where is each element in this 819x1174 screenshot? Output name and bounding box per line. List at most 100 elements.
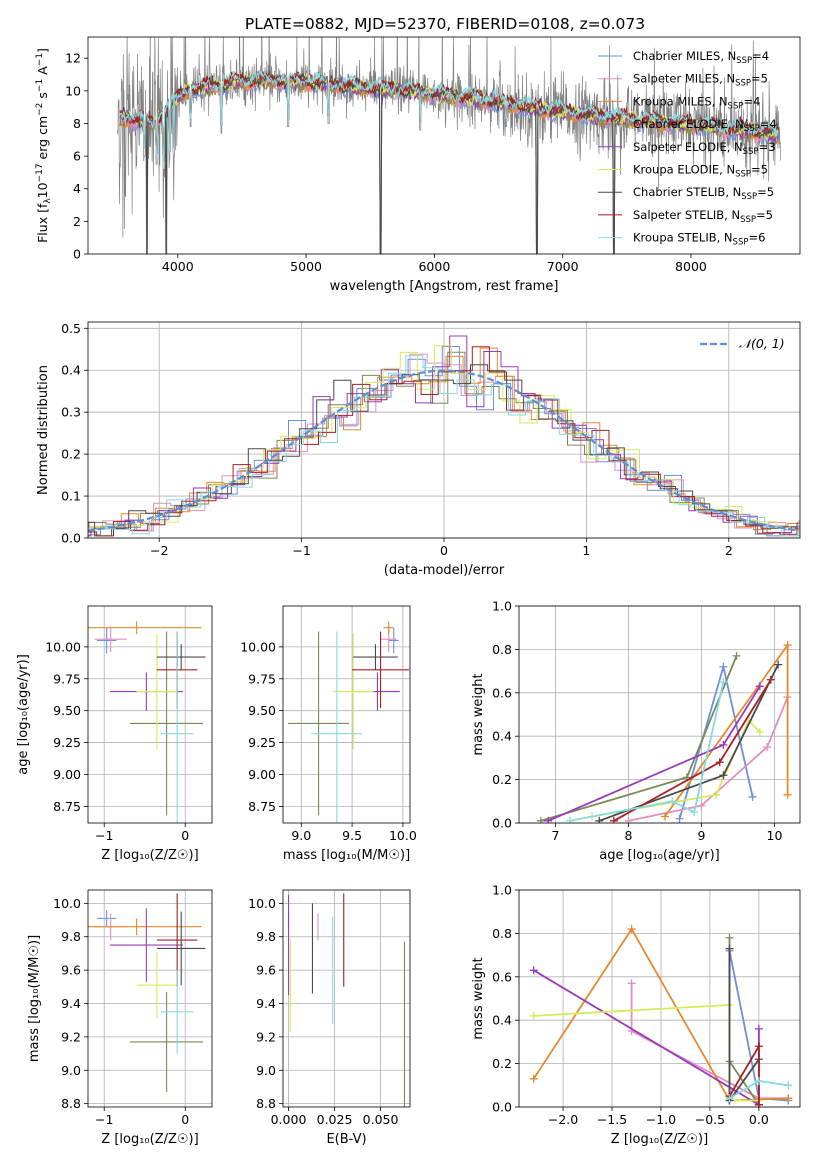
age-vs-Z-ytick-label: 9.25	[53, 735, 81, 750]
residuals-xtick-label: 1	[582, 543, 590, 558]
weight-vs-Z-line-salpeter-elodie	[534, 970, 759, 1105]
age-vs-mass-frame	[283, 606, 410, 823]
weight-vs-Z-marker-salpeter-stelib	[755, 1042, 763, 1050]
weight-vs-age-marker-chabrier-miles	[749, 793, 757, 801]
weight-vs-age-ytick-label: 0.6	[492, 685, 512, 700]
residuals-ytick-label: 0.0	[61, 531, 81, 546]
mass-vs-ebv-errorbars	[289, 893, 405, 1142]
weight-vs-Z-line-kroupa-elodie	[534, 1005, 759, 1101]
age-vs-mass-ytick-label: 9.00	[248, 767, 276, 782]
age-vs-mass-ytick-label: 9.75	[248, 671, 276, 686]
residuals-legend-label: 𝒩(0, 1)	[739, 336, 785, 351]
age-vs-mass-xtick-label: 9.5	[342, 828, 362, 843]
mass-vs-Z-ytick-label: 9.6	[61, 963, 81, 978]
weight-vs-age-line-kroupa-stelib	[570, 682, 723, 821]
age-vs-mass-xtick-label: 9.0	[291, 828, 311, 843]
mass-vs-Z-xlabel: Z [log₁₀(Z/Z☉)]	[101, 1132, 198, 1147]
weight-vs-Z-marker-chabrier-elodie	[726, 934, 734, 942]
figure-title: PLATE=0882, MJD=52370, FIBERID=0108, z=0…	[245, 15, 645, 33]
mass-vs-Z-ytick-label: 9.8	[61, 929, 81, 944]
residuals-xlabel: (data-model)/error	[384, 563, 505, 578]
spectrum-xtick-label: 6000	[418, 259, 450, 274]
mass-vs-Z-ytick-label: 8.8	[61, 1096, 81, 1111]
weight-vs-age-marker-chabrier-miles	[719, 663, 727, 671]
mass-vs-ebv-frame	[283, 890, 410, 1107]
weight-vs-Z-marker-salpeter-elodie	[755, 1025, 763, 1033]
mass-vs-ebv-ytick-label: 8.8	[256, 1096, 276, 1111]
mass-vs-Z-ytick-label: 9.0	[61, 1063, 81, 1078]
spectrum-xlabel: wavelength [Angstrom, rest frame]	[330, 279, 559, 294]
residuals-xtick-label: −1	[292, 543, 310, 558]
weight-vs-age-xtick-label: 9	[697, 828, 705, 843]
spectrum-xtick-label: 4000	[162, 259, 194, 274]
mass-vs-ebv-ytick-label: 10.0	[248, 896, 276, 911]
spectrum-ytick-label: 2	[73, 214, 81, 229]
weight-vs-Z-marker-kroupa-elodie	[530, 1012, 538, 1020]
legend-label-salpeter-stelib: Salpeter STELIB, NSSP=5	[633, 208, 773, 225]
weight-vs-Z-xtick-label: 0.0	[749, 1112, 769, 1127]
residuals-histograms	[66, 336, 819, 538]
spectrum-ytick-label: 0	[73, 247, 81, 262]
age-vs-mass-ytick-label: 10.00	[240, 639, 276, 654]
mass-vs-Z-ylabel: mass [log₁₀(M/M☉)]	[27, 935, 42, 1062]
age-vs-Z-xtick-label: −1	[95, 828, 113, 843]
age-vs-mass-xtick-label: 10.0	[389, 828, 417, 843]
spectrum-xtick-label: 8000	[675, 259, 707, 274]
weight-vs-Z-marker-kroupa-stelib	[784, 1081, 792, 1089]
weight-vs-Z-marker-salpeter-miles	[628, 979, 636, 987]
residuals-hist-salpeter-stelib	[79, 347, 819, 538]
weight-vs-age-xtick-label: 8	[625, 828, 633, 843]
residuals-ytick-label: 0.2	[61, 447, 81, 462]
age-vs-Z-ytick-label: 8.75	[53, 799, 81, 814]
spectrum-ytick-label: 12	[65, 51, 81, 66]
weight-vs-age-marker-salpeter-stelib	[610, 817, 618, 825]
mass-vs-Z-xtick-label: 0	[181, 1112, 189, 1127]
age-vs-Z-ytick-label: 9.50	[53, 703, 81, 718]
spectrum-ylabel: Flux [fλ10−17 erg cm−2 s−1 A−1]	[35, 48, 53, 243]
mass-vs-ebv-xtick-label: 0.050	[363, 1112, 399, 1127]
weight-vs-Z-xtick-label: −1.5	[597, 1112, 627, 1127]
mass-vs-ebv-ytick-label: 9.2	[256, 1029, 276, 1044]
mass-vs-Z-xtick-label: −1	[95, 1112, 113, 1127]
mass-vs-Z-ytick-label: 10.0	[53, 896, 81, 911]
spectrum-ytick-label: 8	[73, 116, 81, 131]
weight-vs-age-marker-kroupa-elodie	[712, 791, 720, 799]
weight-vs-Z-ytick-label: 1.0	[492, 883, 512, 898]
mass-vs-ebv-ytick-label: 9.8	[256, 929, 276, 944]
weight-vs-Z-ytick-label: 0.6	[492, 969, 512, 984]
weight-vs-Z-xtick-label: −0.5	[695, 1112, 725, 1127]
weight-vs-age-xtick-label: 7	[552, 828, 560, 843]
weight-vs-age-ytick-label: 0.4	[492, 729, 512, 744]
weight-vs-age-xlabel: age [log₁₀(age/yr)]	[599, 848, 720, 863]
weight-vs-age-marker-kroupa-stelib	[566, 817, 574, 825]
weight-vs-Z-xtick-label: −2.0	[548, 1112, 578, 1127]
weight-vs-Z-ylabel: mass weight	[471, 957, 486, 1039]
weight-vs-age-marker-kroupa-miles	[784, 791, 792, 799]
residuals-ytick-label: 0.3	[61, 405, 81, 420]
weight-vs-age-ytick-label: 0.0	[492, 816, 512, 831]
mass-vs-ebv-xlabel: E(B-V)	[326, 1132, 366, 1147]
weight-vs-age-xtick-label: 10	[767, 828, 783, 843]
weight-vs-Z-xlabel: Z [log₁₀(Z/Z☉)]	[611, 1132, 708, 1147]
age-vs-mass-xlabel: mass [log₁₀(M/M☉)]	[283, 848, 410, 863]
residuals-ylabel: Normed distribution	[36, 365, 51, 495]
spectrum-xtick-label: 5000	[290, 259, 322, 274]
age-vs-Z-xlabel: Z [log₁₀(Z/Z☉)]	[101, 848, 198, 863]
weight-vs-Z-ytick-label: 0.8	[492, 926, 512, 941]
residuals-xtick-label: −2	[150, 543, 168, 558]
legend-label-kroupa-stelib: Kroupa STELIB, NSSP=6	[633, 231, 765, 248]
residuals-xtick-label: 2	[725, 543, 733, 558]
age-vs-Z-ytick-label: 10.00	[45, 639, 81, 654]
mass-vs-ebv-ytick-label: 9.0	[256, 1063, 276, 1078]
spectrum-ytick-label: 10	[65, 83, 81, 98]
weight-vs-age-marker-chabrier-stelib	[595, 817, 603, 825]
residuals-ytick-label: 0.4	[61, 363, 81, 378]
age-vs-Z-ytick-label: 9.00	[53, 767, 81, 782]
spectrum-xtick-label: 7000	[547, 259, 579, 274]
mass-vs-ebv-ytick-label: 9.4	[256, 996, 276, 1011]
age-vs-Z-ylabel: age [log₁₀(age/yr)]	[16, 654, 31, 775]
